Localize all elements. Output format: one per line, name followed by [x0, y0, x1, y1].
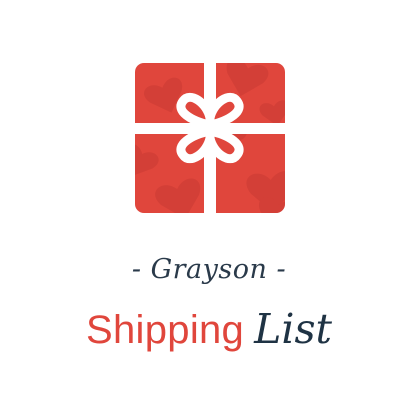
- subtitle-dash-right: -: [276, 254, 287, 285]
- title-primary: Shipping: [86, 308, 245, 352]
- title-secondary: List: [254, 305, 332, 353]
- gift-box-icon: [135, 63, 285, 213]
- brand-subtitle: - Grayson -: [0, 252, 418, 288]
- brand-title: Shipping List: [0, 301, 418, 358]
- bow: [176, 92, 244, 164]
- subtitle-name: Grayson: [150, 254, 268, 285]
- subtitle-dash-left: -: [131, 254, 142, 285]
